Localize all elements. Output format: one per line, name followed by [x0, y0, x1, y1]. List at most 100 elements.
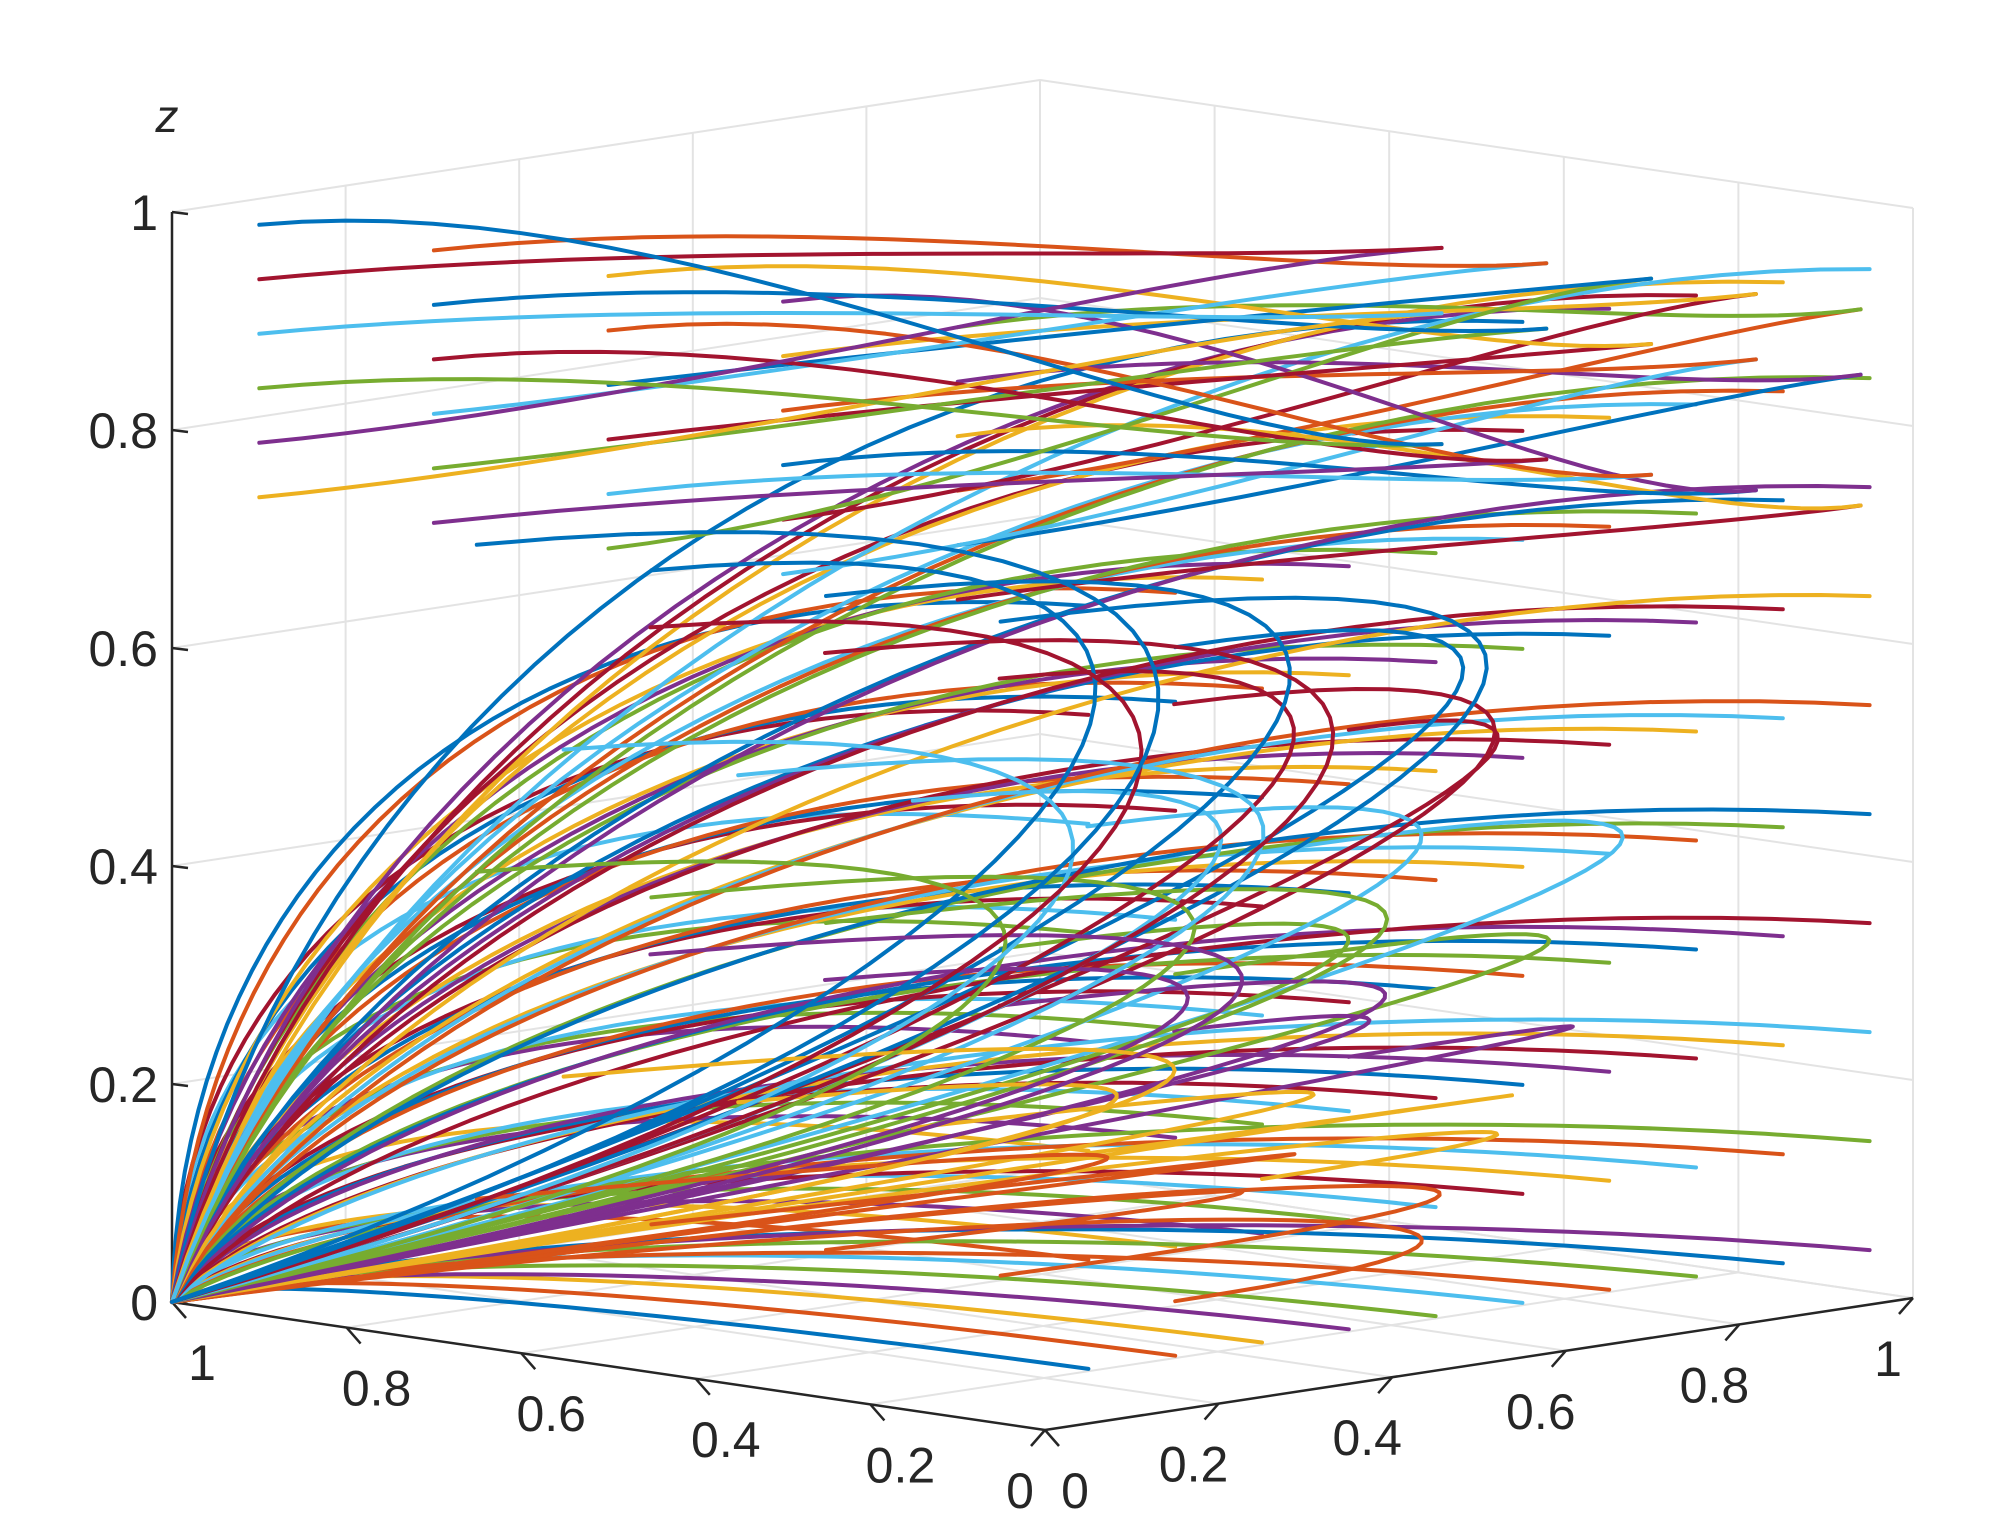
trajectory	[170, 1122, 1872, 1304]
trajectory	[170, 497, 1785, 1304]
x-tick-label: 1	[188, 1335, 216, 1391]
y-tick	[1030, 1429, 1046, 1447]
trajectory	[257, 311, 1444, 500]
trajectory	[170, 604, 1785, 1304]
trajectory	[257, 377, 1444, 448]
y-tick-label: 0.6	[1506, 1384, 1576, 1440]
trajectory	[170, 484, 1872, 1304]
trajectory	[170, 859, 1008, 1304]
trajectory	[170, 1188, 1245, 1304]
y-tick-label: 0.2	[1159, 1437, 1229, 1493]
grid-line	[171, 515, 1041, 649]
trajectory	[170, 619, 1144, 1304]
y-tick-label: 1	[1874, 1331, 1902, 1387]
trajectory	[431, 457, 1549, 525]
z-tick	[171, 210, 189, 216]
trajectory	[170, 530, 1161, 1304]
x-tick-label: 0.8	[342, 1361, 412, 1417]
grid-line	[1039, 79, 1914, 209]
trajectory	[170, 402, 1698, 1304]
trajectory	[170, 699, 1872, 1304]
trajectory-layer	[170, 218, 1872, 1371]
x-tick	[171, 1301, 187, 1319]
trajectory	[170, 694, 1178, 1304]
trajectory	[170, 1089, 1316, 1304]
z-tick	[171, 864, 189, 870]
trajectory	[955, 307, 1863, 493]
trajectory	[170, 593, 1872, 1304]
x-tick	[345, 1326, 362, 1345]
trajectory	[170, 1152, 1297, 1304]
trajectory	[170, 687, 1497, 1304]
z-tick	[171, 428, 189, 434]
trajectory	[170, 575, 1264, 1304]
x-tick-label: 0.4	[691, 1412, 761, 1468]
grid-line	[1039, 515, 1914, 645]
x-tick	[520, 1352, 537, 1371]
y-tick	[1898, 1297, 1914, 1315]
trajectory	[606, 264, 1654, 348]
trajectory	[170, 628, 1466, 1304]
z-tick	[171, 646, 189, 652]
grid-line	[870, 1271, 1739, 1406]
grid-line	[866, 1195, 1740, 1326]
trajectory	[170, 1152, 1110, 1304]
trajectory	[781, 357, 1758, 413]
trajectory	[170, 279, 1785, 1304]
trajectory	[170, 638, 1336, 1304]
trajectory	[170, 375, 1872, 1304]
trajectory	[170, 388, 1785, 1304]
trajectory	[170, 560, 1098, 1304]
trajectory	[170, 979, 1387, 1304]
y-tick-label: 0.8	[1680, 1357, 1750, 1413]
grid-line	[521, 1220, 1390, 1355]
z-tick-label: 1	[130, 185, 158, 241]
grid-line	[1039, 297, 1914, 427]
trajectory	[606, 342, 1654, 442]
grid-line	[345, 1274, 1219, 1405]
trajectory	[606, 276, 1654, 387]
trajectory	[170, 757, 1266, 1304]
y-axis-line	[1044, 1296, 1914, 1432]
z-tick-label: 0	[130, 1275, 158, 1331]
y-tick	[1724, 1323, 1741, 1342]
grid-line	[171, 733, 1041, 867]
x-tick	[694, 1377, 711, 1396]
y-tick	[1203, 1402, 1220, 1421]
trajectory	[257, 245, 1444, 282]
trajectory	[257, 218, 1444, 447]
trajectory	[955, 372, 1863, 548]
z-axis-title: z	[155, 90, 179, 142]
y-tick	[1550, 1349, 1567, 1368]
trajectory	[781, 357, 1758, 577]
trajectory	[955, 503, 1863, 602]
trajectory	[170, 915, 1872, 1304]
z-tick-label: 0.8	[88, 403, 158, 459]
trajectory	[170, 600, 1091, 1304]
z-tick	[171, 1082, 189, 1088]
trajectory	[170, 887, 1390, 1304]
trajectory	[170, 874, 1197, 1304]
trajectory	[170, 921, 1351, 1304]
trajectory	[781, 292, 1758, 522]
trajectory	[170, 1130, 1500, 1304]
trajectory	[431, 234, 1549, 268]
z-tick-label: 0.4	[88, 839, 158, 895]
trajectory	[606, 276, 1654, 551]
grid-line	[519, 1248, 1393, 1379]
trajectory	[170, 807, 1872, 1304]
z-tick-label: 0.2	[88, 1057, 158, 1113]
trajectory	[431, 349, 1549, 463]
x-tick	[869, 1403, 886, 1422]
trajectory	[170, 561, 1351, 1304]
x-tick	[1044, 1429, 1060, 1447]
grid-line	[695, 1245, 1564, 1380]
trajectory	[170, 1024, 1575, 1304]
trajectory	[955, 360, 1863, 384]
trajectory	[170, 669, 1296, 1304]
trajectory	[170, 579, 1292, 1304]
z-tick-label: 0.6	[88, 621, 158, 677]
trajectory	[170, 1217, 1424, 1304]
grid-line	[346, 1194, 1215, 1329]
